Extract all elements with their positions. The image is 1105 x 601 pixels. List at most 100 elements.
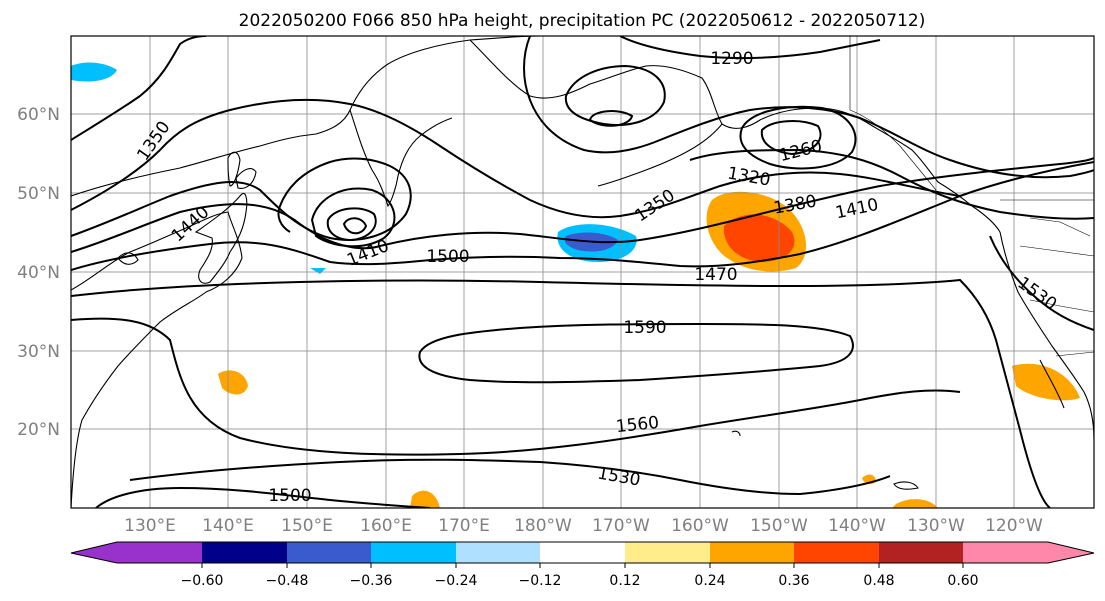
lon-label: 140°W: [828, 516, 886, 536]
contour-1500-north: [71, 161, 1094, 271]
colorbar-outline: [70, 541, 1095, 564]
lon-label: 120°W: [985, 516, 1043, 536]
colorbar-segment: [879, 542, 963, 563]
figure-title: 2022050200 F066 850 hPa height, precipit…: [239, 11, 926, 31]
coastlines: [71, 36, 1094, 508]
lon-label: 130°E: [124, 516, 176, 536]
map-gridlines: [71, 36, 1094, 508]
shade-negative-small: [310, 268, 326, 274]
coast-asia: [71, 211, 243, 508]
lat-label: 50°N: [17, 184, 60, 204]
coast-japan: [194, 192, 248, 284]
colorbar-tick-label: 0.12: [609, 573, 640, 589]
height-contours: [71, 36, 1094, 508]
latitude-labels: 60°N 50°N 40°N 30°N 20°N: [17, 105, 60, 440]
colorbar-segment: [794, 542, 879, 563]
coast-korea: [117, 252, 139, 265]
contour-1440: [71, 157, 412, 241]
colorbar-segment: [456, 542, 540, 563]
contour-1530-east: [989, 235, 1094, 331]
map-panel: 1290 1260 1320 1350 1380 1410 1350 1440 …: [70, 35, 1095, 509]
contour-1350-west: [71, 36, 207, 141]
lon-label: 160°W: [671, 516, 729, 536]
colorbar-segment: [371, 542, 456, 563]
contour-label: 1500: [426, 247, 469, 267]
lon-label: 170°W: [592, 516, 650, 536]
coast-hokkaido: [235, 168, 257, 189]
contour-1350-east: [523, 36, 1094, 179]
lon-label: 150°E: [281, 516, 333, 536]
colorbar-segment: [202, 542, 287, 563]
contour-low-outer: [310, 187, 396, 248]
contour-1290-north: [619, 36, 881, 60]
coast-siberia: [71, 36, 541, 197]
contour-label: 1290: [710, 49, 753, 69]
colorbar-extend-low: [71, 542, 117, 563]
border-states-2: [1019, 245, 1094, 257]
contour-1530-south: [129, 458, 891, 496]
colorbar: −0.60 −0.48 −0.36 −0.24 −0.12 0.12 0.24 …: [70, 541, 1095, 589]
contour-1380: [689, 148, 1094, 220]
shade-positive-east: [1012, 363, 1080, 401]
colorbar-tick-label: −0.12: [519, 573, 562, 589]
contour-label: 1560: [615, 413, 660, 437]
colorbar-tick-label: 0.24: [694, 573, 725, 589]
colorbar-segment: [117, 542, 202, 563]
lon-label: 170°E: [438, 516, 490, 536]
contour-1530-north: [71, 278, 1051, 508]
colorbar-segment: [625, 542, 710, 563]
coast-north-america: [999, 231, 1094, 441]
shade-negative-nw: [71, 62, 117, 82]
border-usa-mexico: [1055, 351, 1094, 357]
colorbar-ticks: [201, 563, 964, 568]
contour-1560: [71, 317, 961, 456]
colorbar-tick-label: 0.36: [778, 573, 809, 589]
colorbar-tick-label: −0.48: [266, 573, 309, 589]
contour-1590: [418, 323, 854, 384]
contour-label: 1500: [268, 486, 311, 506]
precipitation-shading: [71, 62, 1080, 508]
colorbar-tick-label: −0.36: [350, 573, 393, 589]
lat-label: 40°N: [17, 263, 60, 283]
map-frame: [70, 35, 1095, 509]
colorbar-segment: [963, 542, 1048, 563]
contour-1290-closed: [588, 110, 634, 127]
coast-alaska: [469, 39, 1001, 233]
contour-low-inner: [342, 217, 368, 235]
contour-label: 1470: [694, 265, 737, 285]
colorbar-tick-label: −0.60: [181, 573, 224, 589]
colorbar-tick-label: −0.24: [435, 573, 478, 589]
shade-positive-core: [723, 214, 795, 262]
colorbar-tick-label: 0.48: [863, 573, 894, 589]
contour-1260-closed: [739, 105, 857, 170]
lat-label: 20°N: [17, 420, 60, 440]
lat-label: 30°N: [17, 342, 60, 362]
coast-alaska-peninsula: [597, 123, 723, 187]
longitude-labels: 130°E 140°E 150°E 160°E 170°E 180°W 170°…: [124, 516, 1043, 536]
shade-positive-south: [218, 370, 248, 395]
contour-1260-inner: [760, 120, 822, 156]
colorbar-segment: [287, 542, 371, 563]
coast-baja: [1039, 359, 1065, 409]
shade-positive-bottom: [410, 490, 440, 508]
colorbar-extend-high: [1048, 542, 1094, 563]
lon-label: 160°E: [360, 516, 412, 536]
colorbar-tick-label: 0.60: [947, 573, 978, 589]
coast-hawaii: [893, 481, 919, 490]
contour-low-mid: [326, 207, 377, 242]
lon-label: 130°W: [907, 516, 965, 536]
contour-label: 1590: [623, 318, 666, 338]
contour-1410: [71, 98, 961, 219]
colorbar-tick-labels: −0.60 −0.48 −0.36 −0.24 −0.12 0.12 0.24 …: [181, 573, 979, 589]
colorbar-segment: [710, 542, 794, 563]
lon-label: 140°E: [202, 516, 254, 536]
lat-label: 60°N: [17, 105, 60, 125]
border-states-1: [1029, 217, 1091, 237]
contour-1470: [71, 157, 1094, 253]
contour-1500-south: [95, 486, 431, 508]
shade-positive-bottom-right: [892, 499, 938, 508]
lon-label: 150°W: [750, 516, 808, 536]
coast-island: [731, 430, 741, 437]
colorbar-segment: [540, 542, 625, 563]
